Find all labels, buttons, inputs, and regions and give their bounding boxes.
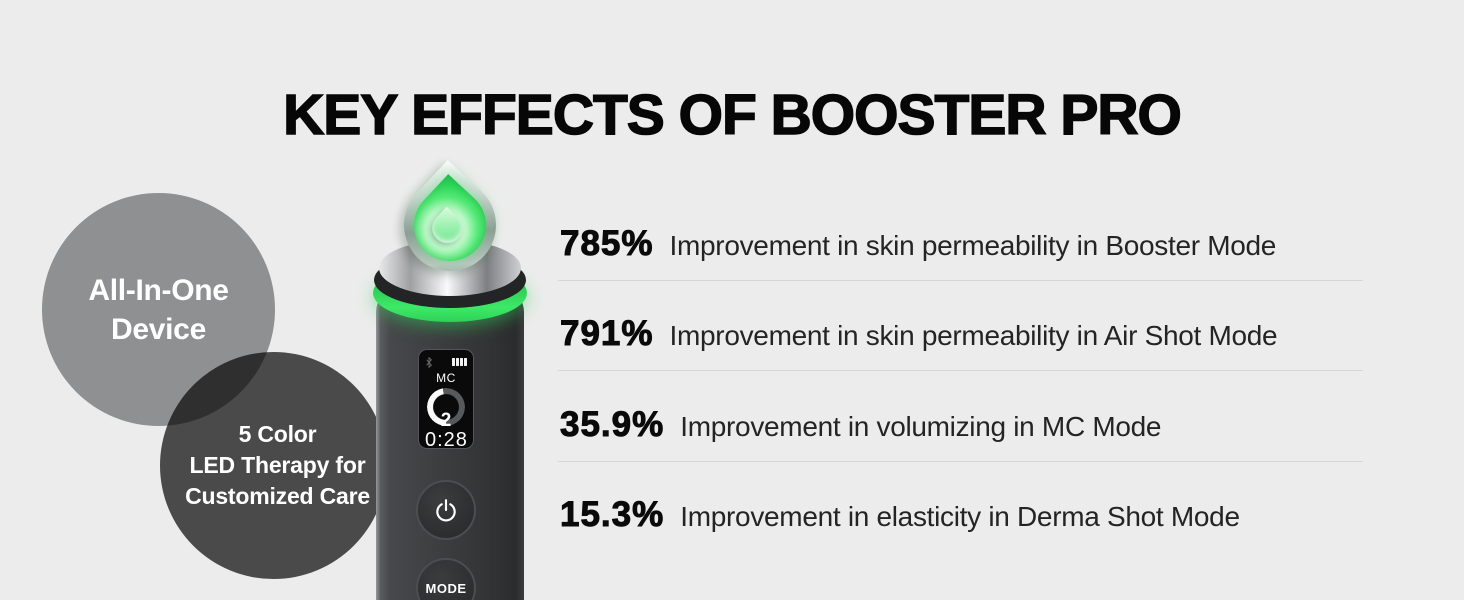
badge-line: All-In-One: [88, 273, 229, 307]
level-ring: [427, 388, 465, 426]
divider: [558, 280, 1363, 281]
battery-icon: [452, 358, 467, 366]
power-button: [416, 480, 476, 540]
divider: [558, 370, 1363, 371]
stat-row: 791% Improvement in skin permeability in…: [560, 314, 1278, 354]
bluetooth-icon: [426, 356, 433, 368]
stat-description: Improvement in elasticity in Derma Shot …: [680, 501, 1240, 532]
stat-value: 35.9%: [559, 405, 665, 445]
badge-all-in-one-text: All-In-One Device: [88, 271, 229, 349]
stat-row: 15.3% Improvement in elasticity in Derma…: [559, 495, 1240, 535]
mode-button-label: MODE: [425, 580, 467, 596]
screen-timer: 0:28: [425, 429, 468, 451]
led-tip-glow: [399, 174, 501, 276]
badge-all-in-one: All-In-One Device: [42, 193, 275, 426]
badge-line: Device: [111, 312, 206, 346]
level-value: 2: [440, 410, 452, 431]
badge-led-therapy: 5 Color LED Therapy for Customized Care: [160, 352, 387, 579]
led-tip-core: [425, 206, 469, 250]
badge-line: Customized Care: [185, 483, 370, 509]
page-title: KEY EFFECTS OF BOOSTER PRO: [282, 82, 1182, 148]
divider: [558, 461, 1363, 462]
stat-value: 785%: [560, 224, 654, 264]
stat-row: 35.9% Improvement in volumizing in MC Mo…: [559, 405, 1162, 445]
device-head: [373, 152, 527, 291]
stat-description: Improvement in skin permeability in Air …: [669, 320, 1278, 351]
badge-line: LED Therapy for: [189, 452, 366, 478]
stat-description: Improvement in volumizing in MC Mode: [680, 411, 1162, 442]
chrome-teardrop-tip: [384, 159, 516, 291]
stat-row: 785% Improvement in skin permeability in…: [560, 224, 1277, 264]
device-screen: MC 0:28: [418, 349, 474, 451]
stat-value: 15.3%: [559, 495, 665, 535]
screen-mode-label: MC: [436, 371, 456, 385]
stat-description: Improvement in skin permeability in Boos…: [669, 230, 1277, 261]
power-icon: [436, 499, 456, 522]
badge-line: 5 Color: [238, 421, 317, 447]
stat-value: 791%: [560, 314, 654, 354]
badge-led-therapy-text: 5 Color LED Therapy for Customized Care: [185, 419, 370, 512]
product-device: MC 0:28 2 MODE: [373, 152, 527, 600]
mode-button: MODE: [416, 558, 476, 600]
screen-status-bar: [425, 356, 467, 368]
